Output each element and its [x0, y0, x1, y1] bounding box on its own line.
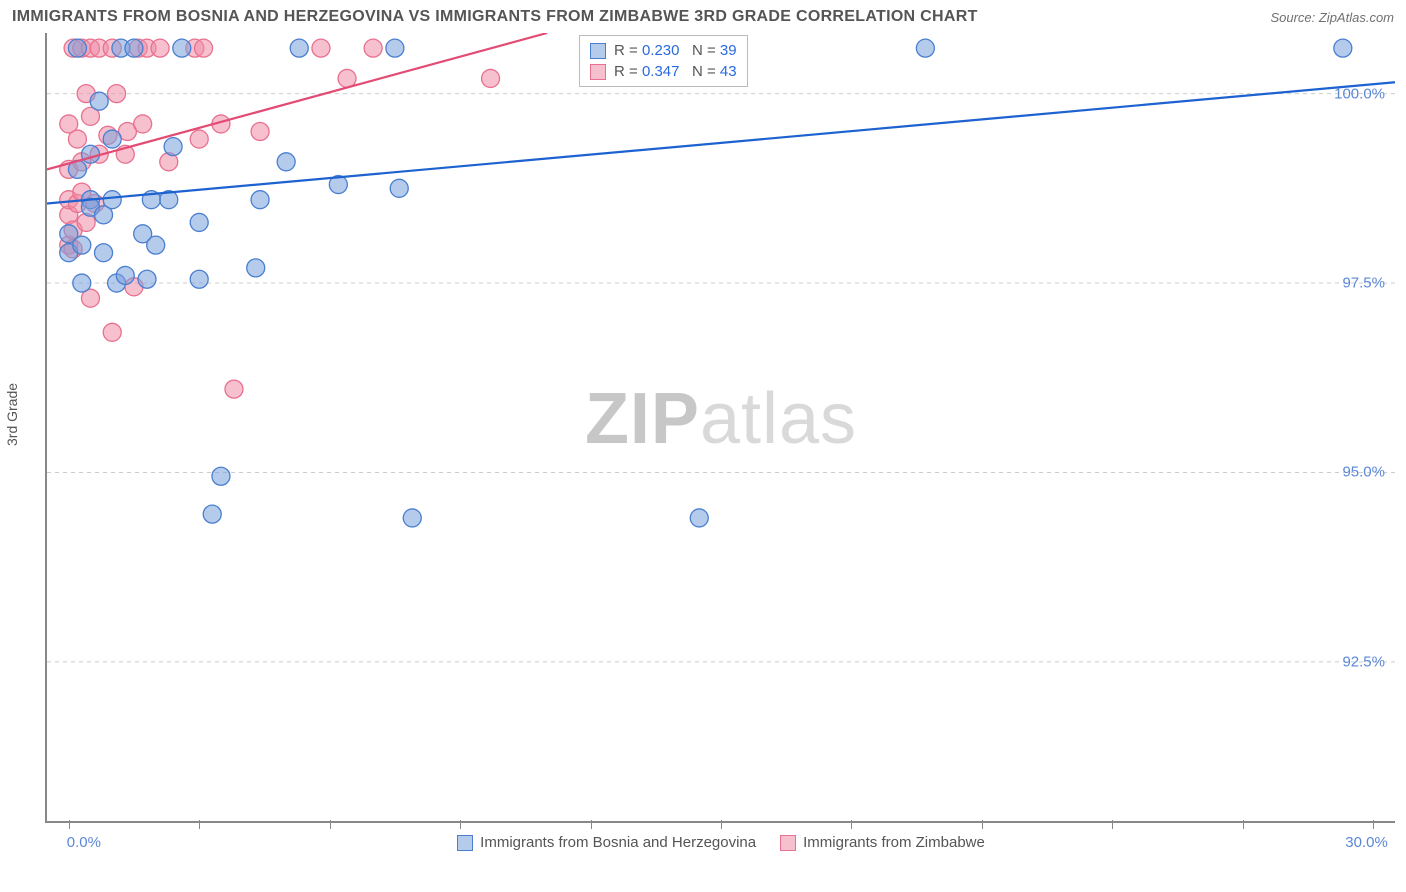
x-tick-mark [982, 820, 983, 829]
x-tick-mark [851, 820, 852, 829]
bosnia-point [164, 138, 182, 156]
bosnia-point [95, 244, 113, 262]
chart-title: IMMIGRANTS FROM BOSNIA AND HERZEGOVINA V… [12, 8, 978, 26]
y-tick-label: 95.0% [1342, 464, 1385, 481]
bosnia-point [1334, 39, 1352, 57]
x-tick-mark [330, 820, 331, 829]
bosnia-point [190, 270, 208, 288]
legend-swatch [590, 43, 606, 59]
bosnia-point [403, 509, 421, 527]
x-tick-mark [721, 820, 722, 829]
plot-svg [47, 33, 1395, 821]
legend-swatch [590, 64, 606, 80]
bosnia-point [203, 505, 221, 523]
bosnia-point [690, 509, 708, 527]
x-tick-mark [460, 820, 461, 829]
legend-swatch [780, 835, 796, 851]
zimbabwe-point [151, 39, 169, 57]
bosnia-point [116, 266, 134, 284]
zimbabwe-point [312, 39, 330, 57]
series-legend: Immigrants from Bosnia and Herzegovina Im… [47, 834, 1395, 851]
bosnia-point [73, 236, 91, 254]
bosnia-point [138, 270, 156, 288]
zimbabwe-point [195, 39, 213, 57]
zimbabwe-point [134, 115, 152, 133]
bosnia-point [290, 39, 308, 57]
y-tick-label: 92.5% [1342, 653, 1385, 670]
bosnia-point [251, 191, 269, 209]
chart-container: IMMIGRANTS FROM BOSNIA AND HERZEGOVINA V… [0, 0, 1406, 892]
bosnia-point [147, 236, 165, 254]
x-tick-mark [1243, 820, 1244, 829]
y-tick-label: 97.5% [1342, 275, 1385, 292]
zimbabwe-point [68, 130, 86, 148]
bosnia-point [73, 274, 91, 292]
chart-header: IMMIGRANTS FROM BOSNIA AND HERZEGOVINA V… [0, 0, 1406, 30]
source-attribution: Source: ZipAtlas.com [1270, 10, 1394, 25]
x-tick-mark [199, 820, 200, 829]
zimbabwe-point [225, 380, 243, 398]
bosnia-point [277, 153, 295, 171]
zimbabwe-point [251, 123, 269, 141]
bosnia-point [173, 39, 191, 57]
legend-label: Immigrants from Bosnia and Herzegovina [480, 834, 756, 851]
x-tick-mark [1112, 820, 1113, 829]
bosnia-point [103, 191, 121, 209]
legend-item-bosnia: Immigrants from Bosnia and Herzegovina [457, 834, 756, 851]
zimbabwe-point [108, 85, 126, 103]
bosnia-point [81, 145, 99, 163]
legend-row-zimbabwe: R = 0.347 N = 43 [590, 61, 737, 82]
zimbabwe-point [103, 323, 121, 341]
legend-stats: R = 0.230 N = 39 [614, 42, 737, 59]
bosnia-point [190, 213, 208, 231]
y-tick-label: 100.0% [1334, 85, 1385, 102]
x-tick-mark [591, 820, 592, 829]
zimbabwe-point [364, 39, 382, 57]
legend-stats: R = 0.347 N = 43 [614, 63, 737, 80]
x-tick-mark [69, 820, 70, 829]
x-axis-max-label: 30.0% [1345, 834, 1388, 851]
bosnia-point [90, 92, 108, 110]
bosnia-trend-line [47, 82, 1395, 203]
legend-item-zimbabwe: Immigrants from Zimbabwe [780, 834, 985, 851]
bosnia-point [125, 39, 143, 57]
zimbabwe-point [482, 69, 500, 87]
legend-swatch [457, 835, 473, 851]
bosnia-point [916, 39, 934, 57]
bosnia-point [390, 179, 408, 197]
bosnia-point [386, 39, 404, 57]
bosnia-point [103, 130, 121, 148]
legend-row-bosnia: R = 0.230 N = 39 [590, 40, 737, 61]
correlation-legend: R = 0.230 N = 39 R = 0.347 N = 43 [579, 35, 748, 87]
legend-label: Immigrants from Zimbabwe [803, 834, 985, 851]
zimbabwe-point [190, 130, 208, 148]
y-axis-title: 3rd Grade [4, 383, 20, 446]
plot-area: ZIPatlas R = 0.230 N = 39R = 0.347 N = 4… [45, 33, 1395, 823]
bosnia-point [212, 467, 230, 485]
bosnia-point [68, 39, 86, 57]
x-axis-min-label: 0.0% [67, 834, 101, 851]
bosnia-point [247, 259, 265, 277]
x-tick-mark [1373, 820, 1374, 829]
